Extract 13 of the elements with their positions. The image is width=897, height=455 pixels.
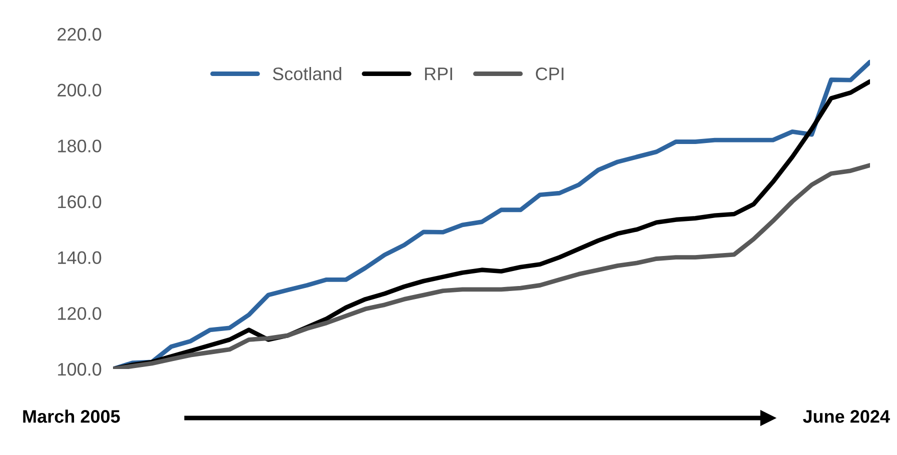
legend-label: CPI [536, 67, 564, 80]
y-tick-label: 100.0 [58, 362, 102, 376]
line-series [113, 162, 870, 369]
y-tick-label: 220.0 [58, 28, 102, 41]
text: June 2024 [802, 410, 890, 423]
legend-label: Scotland [272, 67, 342, 80]
legend-label: RPI [425, 68, 452, 80]
y-tick-label: 140.0 [58, 251, 102, 264]
y-tick-label: 160.0 [58, 195, 102, 208]
y-tick-label: 120.0 [58, 307, 102, 320]
y-tick-label: 200.0 [58, 84, 102, 97]
text: March 2005 [23, 410, 120, 423]
y-tick-label: 180.0 [58, 140, 102, 152]
